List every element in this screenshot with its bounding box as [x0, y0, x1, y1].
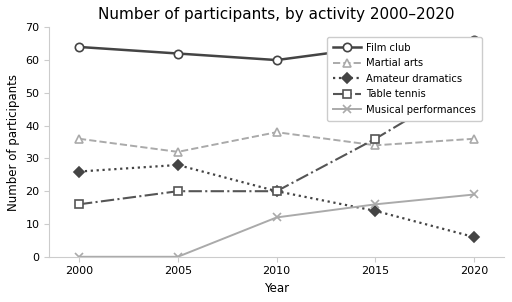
Table tennis: [273, 189, 280, 193]
Martial arts: [175, 150, 181, 154]
Line: Table tennis: Table tennis: [75, 76, 478, 208]
X-axis label: Year: Year: [264, 282, 289, 295]
Film club: [372, 45, 378, 49]
Musical performances: [471, 193, 477, 196]
Film club: [273, 58, 280, 62]
Martial arts: [76, 137, 82, 140]
Musical performances: [273, 216, 280, 219]
Y-axis label: Number of participants: Number of participants: [7, 73, 20, 210]
Film club: [175, 52, 181, 55]
Table tennis: [76, 203, 82, 206]
Legend: Film club, Martial arts, Amateur dramatics, Table tennis, Musical performances: Film club, Martial arts, Amateur dramati…: [327, 37, 482, 121]
Title: Number of participants, by activity 2000–2020: Number of participants, by activity 2000…: [98, 7, 455, 22]
Line: Film club: Film club: [75, 36, 478, 64]
Table tennis: [372, 137, 378, 140]
Amateur dramatics: [76, 170, 82, 173]
Table tennis: [175, 189, 181, 193]
Amateur dramatics: [372, 209, 378, 213]
Table tennis: [471, 78, 477, 82]
Musical performances: [372, 203, 378, 206]
Amateur dramatics: [273, 189, 280, 193]
Martial arts: [273, 130, 280, 134]
Line: Musical performances: Musical performances: [75, 190, 478, 261]
Line: Amateur dramatics: Amateur dramatics: [75, 162, 478, 241]
Martial arts: [372, 143, 378, 147]
Musical performances: [76, 255, 82, 259]
Film club: [471, 39, 477, 42]
Amateur dramatics: [175, 163, 181, 167]
Film club: [76, 45, 82, 49]
Musical performances: [175, 255, 181, 259]
Martial arts: [471, 137, 477, 140]
Line: Martial arts: Martial arts: [75, 128, 478, 156]
Amateur dramatics: [471, 235, 477, 239]
